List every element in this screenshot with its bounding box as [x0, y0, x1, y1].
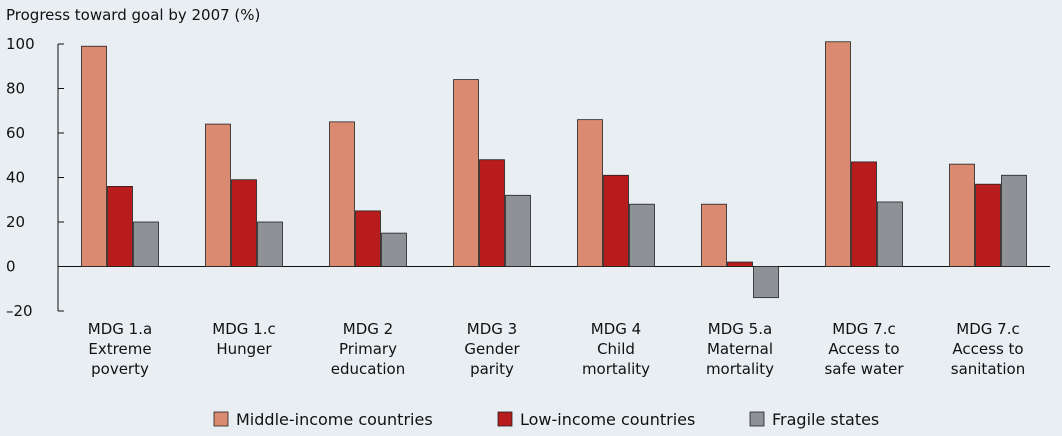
bar — [851, 161, 877, 267]
bar — [205, 123, 231, 267]
category-label: MDG 5.a Maternal mortality — [706, 320, 774, 378]
bar — [231, 179, 257, 267]
y-tick-label: 0 — [6, 258, 16, 276]
bar — [257, 221, 283, 267]
bar — [381, 232, 407, 267]
chart-title: Progress toward goal by 2007 (%) — [6, 6, 261, 24]
bar — [479, 159, 505, 267]
legend-label: Fragile states — [772, 410, 879, 429]
bar — [975, 183, 1001, 267]
bar — [629, 203, 655, 267]
bar — [577, 119, 603, 267]
bar — [701, 203, 727, 267]
category-label: MDG 3 Gender parity — [464, 320, 520, 378]
y-tick-label: –20 — [6, 302, 33, 320]
legend-swatch — [749, 411, 765, 427]
bar — [505, 194, 531, 267]
bar — [355, 210, 381, 267]
bar — [329, 121, 355, 267]
category-label: MDG 1.c Hunger — [212, 320, 275, 358]
axes: –20 0 20 40 60 80 100 — [6, 35, 1050, 320]
bar — [1001, 174, 1027, 267]
category-label: MDG 7.c Access to sanitation — [951, 320, 1026, 378]
bar — [453, 79, 479, 267]
bar — [107, 185, 133, 267]
bar — [949, 163, 975, 267]
y-tick-label: 20 — [6, 213, 25, 231]
legend-label: Low-income countries — [520, 410, 695, 429]
bar — [133, 221, 159, 267]
legend-swatch — [213, 411, 229, 427]
y-tick-label: 80 — [6, 80, 25, 98]
category-label: MDG 1.a Extreme poverty — [88, 320, 152, 378]
category-label: MDG 2 Primary education — [331, 320, 405, 378]
category-label: MDG 7.c Access to safe water — [824, 320, 904, 378]
bar — [727, 261, 753, 267]
bar — [877, 201, 903, 267]
legend: Middle-income countries Low-income countr… — [213, 410, 879, 429]
y-tick-label: 40 — [6, 169, 25, 187]
legend-label: Middle-income countries — [236, 410, 433, 429]
bar — [603, 174, 629, 267]
category-label: MDG 4 Child mortality — [582, 320, 650, 378]
bar — [825, 41, 851, 267]
bar — [81, 45, 107, 267]
legend-swatch — [497, 411, 513, 427]
bars — [81, 41, 1027, 299]
y-tick-label: 100 — [6, 35, 35, 53]
bar — [753, 266, 779, 299]
y-tick-label: 60 — [6, 124, 25, 142]
